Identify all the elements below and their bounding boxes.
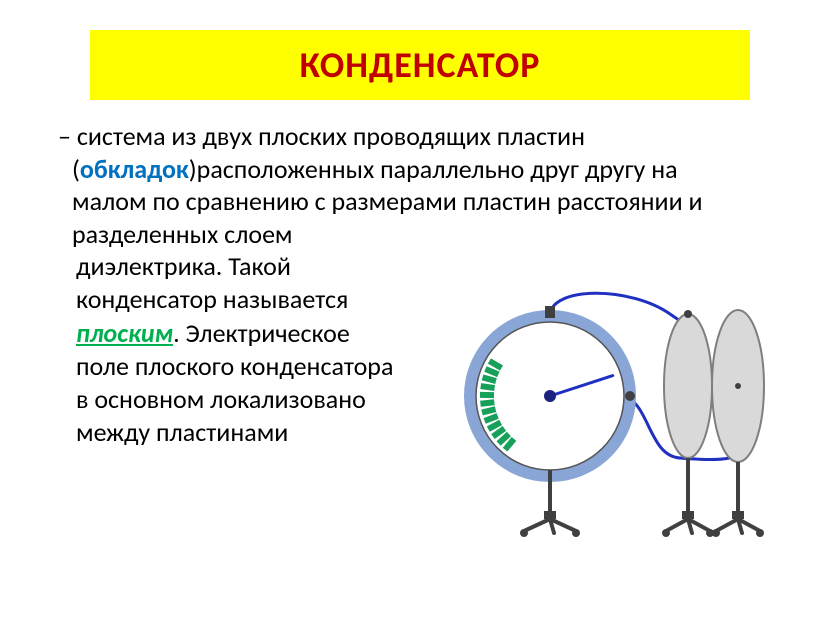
slide-title: КОНДЕНСАТОР [300,43,541,87]
dash: – [58,120,71,152]
title-bar: КОНДЕНСАТОР [90,30,750,100]
line-3b: . Электрическое [173,317,350,349]
definition-paragraph: – система из двух плоских проводящих пла… [58,120,756,250]
term-ploskim: плоским [76,317,173,349]
content-area: – система из двух плоских проводящих пла… [0,100,816,450]
capacitor-diagram [450,276,790,546]
term-obkladok: обкладок [80,153,189,185]
